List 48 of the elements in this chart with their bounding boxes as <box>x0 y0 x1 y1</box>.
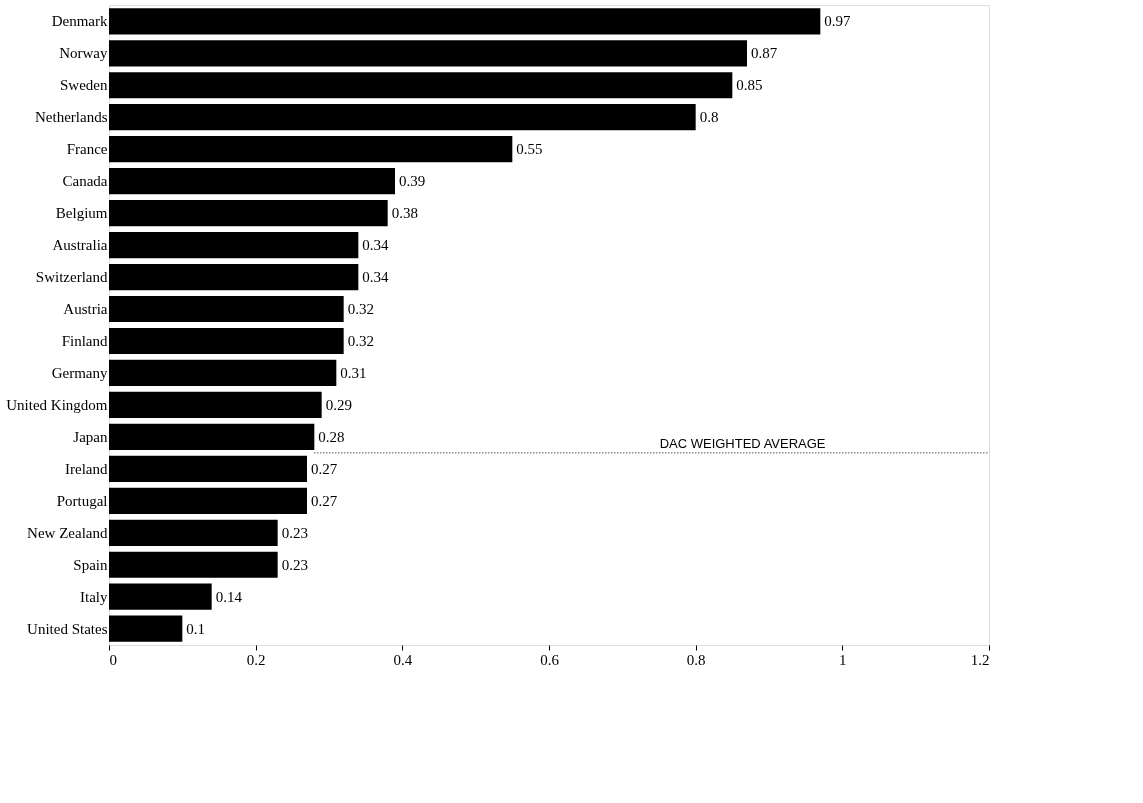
data-label: 0.55 <box>516 141 543 158</box>
x-tick-label: 0.2 <box>246 651 266 668</box>
data-label: 0.34 <box>362 269 390 286</box>
data-label: 0.28 <box>318 428 345 445</box>
data-label: 0.1 <box>186 620 206 637</box>
data-label: 0.32 <box>347 332 374 349</box>
x-tick-label: 1 <box>839 651 847 668</box>
x-tick-label: 0.8 <box>686 651 706 668</box>
x-tick-label: 0.4 <box>393 651 413 668</box>
y-tick-label: Denmark <box>51 13 108 30</box>
x-tick-label: 0.6 <box>540 651 560 668</box>
y-tick-label: Switzerland <box>35 269 108 286</box>
y-tick-label: Austria <box>63 301 108 318</box>
data-label: 0.14 <box>215 588 243 605</box>
data-label: 0.31 <box>340 364 367 381</box>
y-tick-label: Netherlands <box>35 109 108 126</box>
data-label: 0.97 <box>824 13 852 30</box>
y-tick-label: Ireland <box>65 460 108 477</box>
y-tick-label: Portugal <box>56 492 108 509</box>
data-label: 0.38 <box>391 205 418 222</box>
y-tick-label: United States <box>27 620 108 637</box>
y-tick-label: Germany <box>51 364 108 381</box>
data-label: 0.29 <box>325 396 352 413</box>
y-tick-label: New Zealand <box>27 524 108 541</box>
y-tick-label: Japan <box>73 428 108 445</box>
x-tick-label: 0 <box>109 651 117 668</box>
y-tick-label: Italy <box>80 588 108 605</box>
data-label: 0.23 <box>281 556 308 573</box>
y-tick-label: Australia <box>52 237 108 254</box>
data-label: 0.23 <box>281 524 308 541</box>
data-label: 0.27 <box>311 460 338 477</box>
y-tick-label: France <box>66 141 108 158</box>
y-tick-label: Norway <box>59 45 108 62</box>
data-label: 0.85 <box>736 77 763 94</box>
y-tick-label: Canada <box>62 173 108 190</box>
data-label: 0.87 <box>751 45 778 62</box>
data-label: 0.8 <box>699 109 719 126</box>
y-tick-label: Belgium <box>55 205 108 222</box>
x-tick-label: 1.2 <box>970 651 990 668</box>
ref-line-label: DAC WEIGHTED AVERAGE <box>659 435 826 451</box>
data-label: 0.34 <box>362 237 390 254</box>
data-label: 0.32 <box>347 301 374 318</box>
y-tick-label: Sweden <box>60 77 108 94</box>
data-label: 0.39 <box>399 173 426 190</box>
y-tick-label: United Kingdom <box>6 396 108 413</box>
data-label: 0.27 <box>311 492 338 509</box>
y-tick-label: Spain <box>73 556 108 573</box>
y-tick-label: Finland <box>61 332 108 349</box>
